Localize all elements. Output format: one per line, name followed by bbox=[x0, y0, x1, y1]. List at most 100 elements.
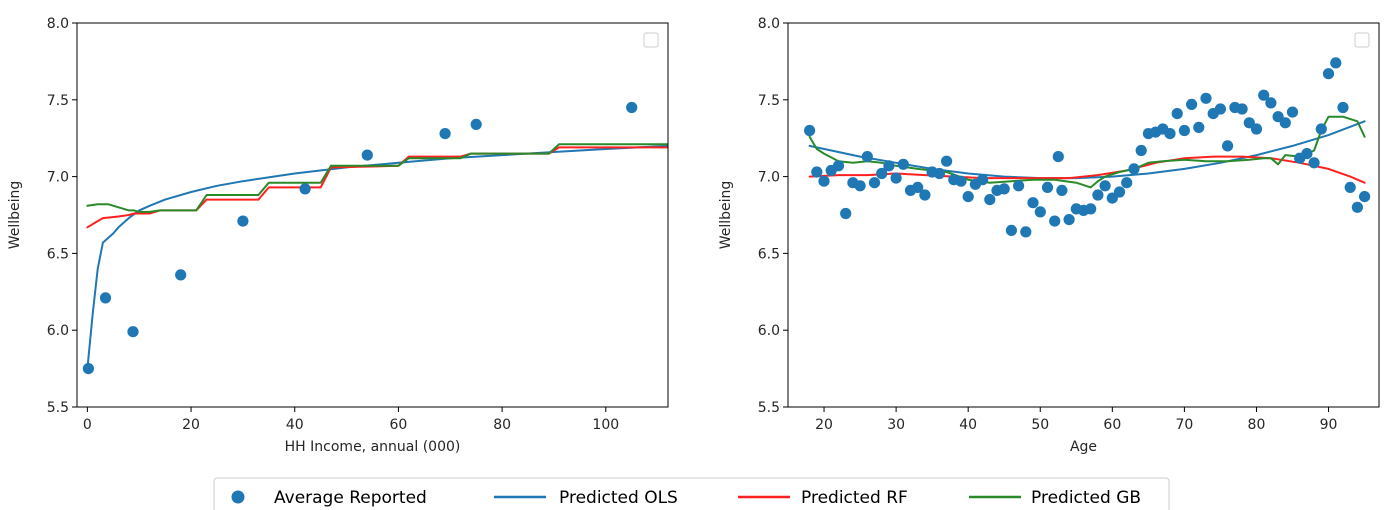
data-point bbox=[1315, 123, 1327, 135]
data-point bbox=[962, 191, 974, 203]
y-tick-label: 7.0 bbox=[47, 170, 69, 186]
data-point bbox=[861, 151, 873, 163]
x-tick-label: 60 bbox=[390, 417, 408, 433]
data-point bbox=[868, 177, 881, 189]
data-point bbox=[811, 166, 823, 178]
data-point bbox=[1214, 103, 1226, 115]
legend-label-points: Average Reported bbox=[274, 488, 427, 508]
x-tick-label: 50 bbox=[1031, 417, 1049, 433]
income-chart: 5.5 6.0 6.5 7.0 7.5 8.0 0 20 40 60 80 100 HH Income,… bbox=[7, 16, 669, 455]
data-point bbox=[1193, 121, 1205, 133]
data-point bbox=[1041, 181, 1054, 193]
data-point bbox=[854, 180, 866, 192]
legend-label-ols: Predicted OLS bbox=[559, 488, 678, 508]
data-point bbox=[897, 158, 909, 170]
series-line-gb bbox=[86, 143, 668, 213]
data-point bbox=[1186, 98, 1198, 110]
data-point bbox=[1164, 128, 1176, 140]
data-point bbox=[626, 101, 638, 114]
data-point bbox=[1279, 117, 1291, 129]
y-tick-label: 5.5 bbox=[758, 400, 780, 416]
data-point bbox=[1052, 151, 1064, 163]
data-point bbox=[1034, 206, 1046, 218]
data-point bbox=[1344, 181, 1356, 193]
data-point bbox=[1265, 97, 1277, 109]
plot-layer bbox=[804, 57, 1371, 238]
data-point bbox=[1258, 89, 1270, 101]
legend-marker-points bbox=[231, 490, 245, 504]
legend-label-rf: Predicted RF bbox=[801, 488, 908, 508]
x-tick-label: 40 bbox=[959, 417, 977, 433]
data-point bbox=[832, 160, 845, 172]
y-tick-label: 7.5 bbox=[47, 93, 69, 109]
x-tick-label: 90 bbox=[1320, 417, 1338, 433]
data-point bbox=[1236, 103, 1248, 115]
data-point bbox=[237, 215, 249, 227]
x-tick-label: 20 bbox=[815, 417, 833, 433]
x-axis-label: HH Income, annual (000) bbox=[285, 439, 461, 455]
legend-label-gb: Predicted GB bbox=[1031, 488, 1141, 508]
empty-legend-box bbox=[643, 32, 659, 48]
x-tick-label: 80 bbox=[493, 417, 511, 433]
x-tick-label: 20 bbox=[182, 417, 200, 433]
y-tick-label: 8.0 bbox=[758, 16, 780, 32]
x-tick-label: 70 bbox=[1175, 417, 1193, 433]
y-tick-label: 6.5 bbox=[47, 246, 69, 262]
data-point bbox=[933, 167, 946, 180]
y-axis-label: Wellbeing bbox=[7, 181, 23, 250]
y-tick-label: 6.0 bbox=[47, 323, 69, 339]
data-point bbox=[1200, 92, 1212, 104]
series-line-ols bbox=[86, 144, 668, 370]
data-point bbox=[1337, 101, 1349, 114]
data-point bbox=[1171, 108, 1183, 120]
y-tick-label: 6.0 bbox=[758, 323, 780, 339]
data-point bbox=[1113, 186, 1126, 198]
data-point bbox=[818, 175, 830, 187]
data-point bbox=[82, 363, 94, 375]
y-tick-label: 5.5 bbox=[47, 400, 69, 416]
data-point bbox=[977, 174, 989, 186]
data-point bbox=[439, 128, 451, 140]
y-tick-label: 6.5 bbox=[758, 246, 780, 262]
data-point bbox=[1322, 68, 1335, 80]
data-point bbox=[1222, 140, 1234, 152]
empty-legend-box bbox=[1354, 32, 1370, 48]
data-point bbox=[955, 175, 967, 187]
legend-frame bbox=[213, 477, 1170, 510]
data-point bbox=[998, 183, 1010, 195]
y-axis-label: Wellbeing bbox=[718, 181, 734, 250]
x-tick-label: 40 bbox=[286, 417, 304, 433]
data-point bbox=[1056, 184, 1068, 196]
x-tick-label: 30 bbox=[887, 417, 905, 433]
data-point bbox=[1027, 197, 1039, 209]
plot-area bbox=[77, 23, 668, 407]
x-tick-label: 100 bbox=[592, 417, 619, 433]
data-point bbox=[941, 155, 953, 167]
data-point bbox=[1178, 124, 1190, 137]
data-point bbox=[1049, 215, 1061, 227]
x-tick-label: 60 bbox=[1103, 417, 1121, 433]
data-point bbox=[883, 160, 895, 172]
data-point bbox=[1330, 57, 1342, 69]
data-point bbox=[175, 269, 187, 281]
y-tick-label: 7.0 bbox=[758, 170, 780, 186]
data-point bbox=[840, 207, 852, 220]
data-point bbox=[1135, 144, 1147, 157]
data-point bbox=[1063, 214, 1075, 226]
figure-legend: Average Reported Predicted OLS Predicted R… bbox=[213, 477, 1170, 510]
data-point bbox=[1013, 180, 1025, 192]
data-point bbox=[1286, 106, 1299, 118]
series-line-rf bbox=[808, 155, 1366, 184]
x-tick-label: 80 bbox=[1248, 417, 1266, 433]
axes-frame bbox=[76, 22, 669, 408]
data-point bbox=[919, 189, 931, 201]
data-point bbox=[1359, 191, 1371, 203]
data-point bbox=[1351, 201, 1363, 213]
x-tick-label: 0 bbox=[83, 417, 92, 433]
data-point bbox=[1301, 148, 1313, 160]
data-point bbox=[99, 292, 112, 304]
data-point bbox=[299, 183, 311, 195]
age-chart: 5.5 6.0 6.5 7.0 7.5 8.0 20 30 40 50 60 70 80 90 Age Wel… bbox=[718, 16, 1380, 455]
data-point bbox=[804, 124, 816, 137]
